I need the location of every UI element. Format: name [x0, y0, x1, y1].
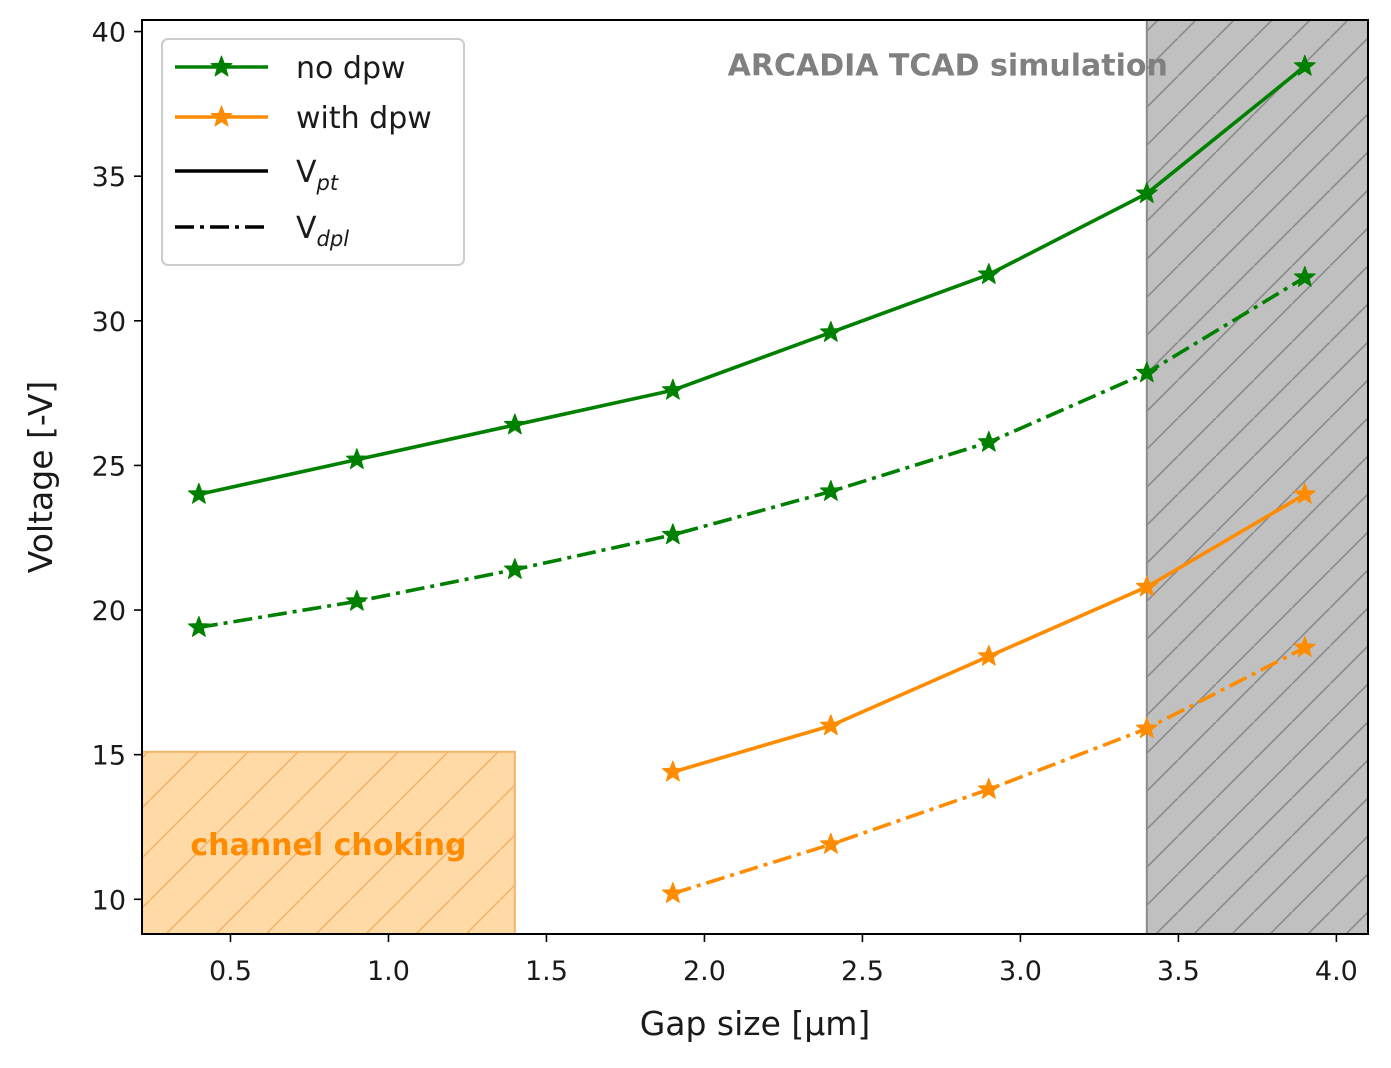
x-tick-label: 1.0 — [367, 956, 410, 987]
data-point-s1-3 — [661, 523, 684, 545]
data-point-s1-1 — [345, 589, 368, 611]
data-point-s3-2 — [977, 777, 1000, 799]
data-point-s0-1 — [345, 448, 368, 470]
data-point-s1-5 — [977, 430, 1000, 452]
data-point-s3-4 — [1293, 636, 1316, 658]
y-axis-label: Voltage [-V] — [21, 381, 60, 574]
data-point-s0-7 — [1293, 54, 1316, 76]
x-tick-label: 3.5 — [1157, 956, 1200, 987]
data-point-s0-2 — [503, 413, 526, 435]
data-point-s0-5 — [977, 263, 1000, 284]
data-point-s0-6 — [1135, 182, 1158, 203]
legend-subscript-2: pt — [316, 171, 339, 195]
channel-choking-region-border — [142, 750, 516, 934]
y-axis-ticks: 10 15 20 25 30 35 40 — [92, 18, 142, 916]
y-tick-label: 20 — [92, 596, 126, 627]
data-point-s1-6 — [1135, 361, 1158, 383]
data-point-s1-2 — [503, 558, 526, 579]
legend-marker-1 — [210, 105, 233, 127]
data-point-s1-0 — [187, 615, 210, 637]
data-point-s2-3 — [1135, 575, 1158, 597]
gray-hatched-region-border — [1145, 20, 1368, 934]
x-axis-ticks: 0.5 1.0 1.5 2.0 2.5 3.0 3.5 4.0 — [209, 934, 1358, 987]
x-axis-label: Gap size [μm] — [640, 1004, 871, 1043]
data-point-s3-3 — [1135, 717, 1158, 739]
data-point-s1-4 — [819, 479, 842, 501]
y-tick-label: 40 — [92, 18, 126, 49]
x-tick-label: 0.5 — [209, 956, 252, 987]
data-point-s0-3 — [661, 378, 684, 400]
plot-frame — [141, 19, 1369, 935]
data-point-s1-7 — [1293, 265, 1316, 287]
legend-label-0: no dpw — [296, 51, 406, 86]
data-point-s2-1 — [819, 714, 842, 736]
data-point-s2-2 — [977, 644, 1000, 666]
x-tick-label: 3.0 — [999, 956, 1042, 987]
data-point-s2-4 — [1293, 482, 1316, 504]
series-line-1 — [198, 275, 1306, 630]
y-tick-label: 25 — [92, 451, 126, 482]
gray-hatched-region-hatch — [1146, 20, 1368, 934]
series-line-0 — [198, 64, 1306, 497]
data-point-s3-0 — [661, 882, 684, 903]
simulation-annotation: ARCADIA TCAD simulation — [728, 48, 1168, 83]
y-tick-label: 10 — [92, 885, 126, 916]
x-tick-label: 1.5 — [525, 956, 568, 987]
y-tick-label: 35 — [92, 162, 126, 193]
channel-choking-label: channel choking — [190, 828, 466, 863]
data-point-s0-4 — [819, 320, 842, 342]
data-point-s0-0 — [187, 482, 210, 504]
legend-marker-0 — [210, 55, 233, 77]
y-tick-label: 30 — [92, 307, 126, 338]
data-point-s3-1 — [819, 832, 842, 854]
x-tick-label: 2.5 — [841, 956, 884, 987]
x-tick-label: 2.0 — [683, 956, 726, 987]
legend-label-1: with dpw — [296, 101, 432, 136]
series-layer — [187, 54, 1316, 903]
x-tick-label: 4.0 — [1315, 956, 1358, 987]
shaded-regions — [142, 20, 1368, 934]
channel-choking-region-hatch — [142, 751, 515, 934]
legend-subscript-3: dpl — [317, 227, 350, 251]
y-tick-label: 15 — [92, 741, 126, 772]
data-point-s2-0 — [661, 760, 684, 782]
legend-box — [161, 38, 465, 266]
